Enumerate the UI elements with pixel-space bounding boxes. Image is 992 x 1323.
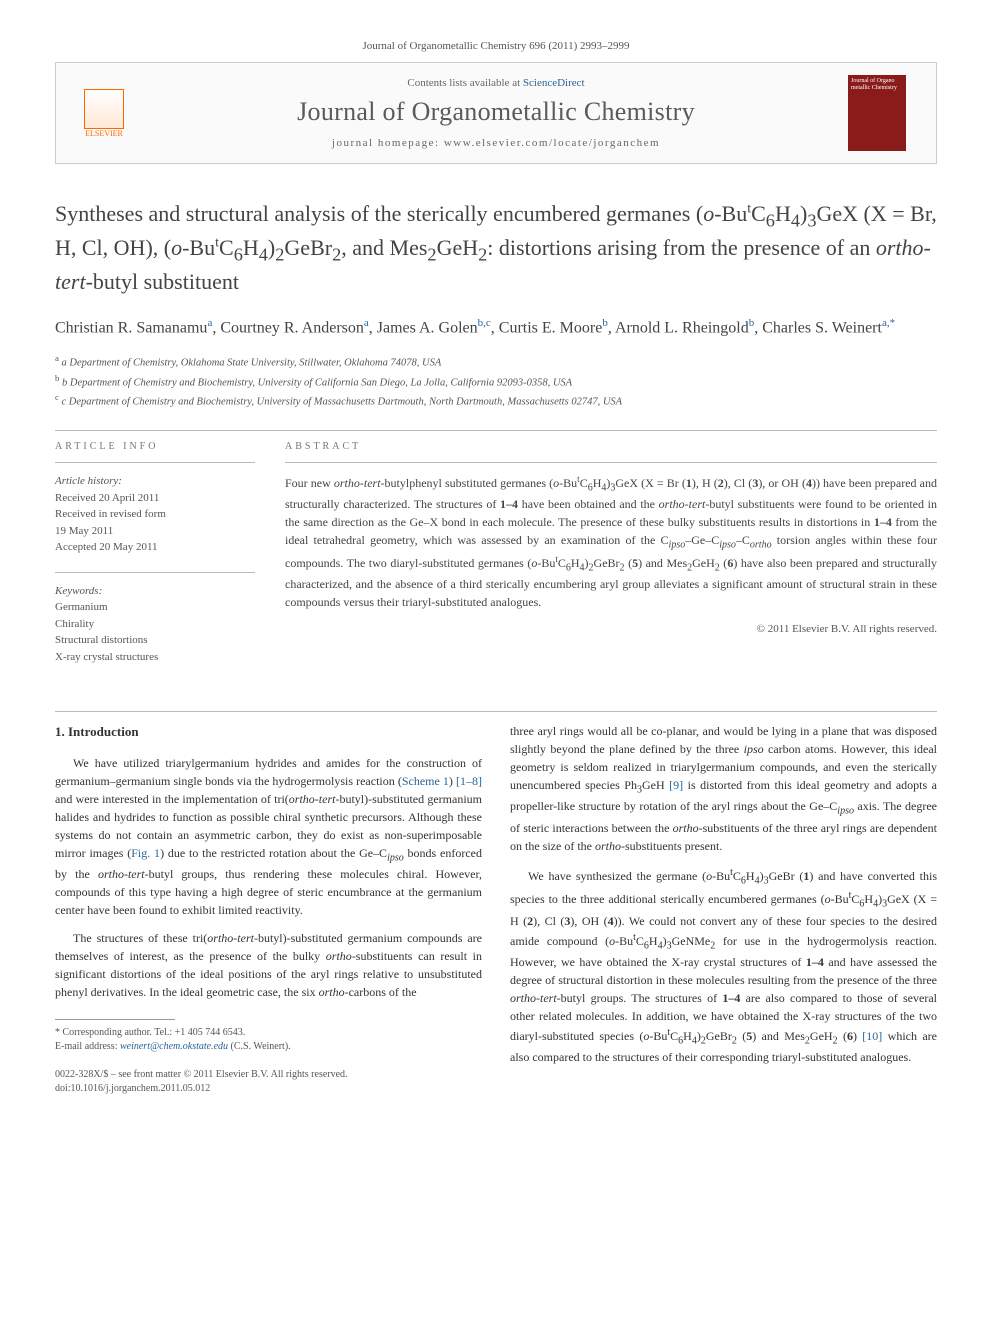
elsevier-logo: ELSEVIER <box>74 83 134 143</box>
journal-name: Journal of Organometallic Chemistry <box>144 97 848 127</box>
keyword: X-ray crystal structures <box>55 649 255 666</box>
contents-line: Contents lists available at ScienceDirec… <box>144 77 848 89</box>
article-history: Article history: Received 20 April 2011 … <box>55 473 255 556</box>
homepage-line: journal homepage: www.elsevier.com/locat… <box>144 137 848 149</box>
abstract-text: Four new ortho-tert-butylphenyl substitu… <box>285 473 937 611</box>
email-link[interactable]: weinert@chem.okstate.edu <box>120 1041 228 1052</box>
affiliation: c c Department of Chemistry and Biochemi… <box>55 391 937 410</box>
article-info-label: ARTICLE INFO <box>55 441 255 452</box>
divider <box>55 711 937 712</box>
abstract-copyright: © 2011 Elsevier B.V. All rights reserved… <box>285 623 937 635</box>
body-two-column: 1. Introduction We have utilized triaryl… <box>55 722 937 1096</box>
journal-masthead: ELSEVIER Contents lists available at Sci… <box>55 62 937 164</box>
body-paragraph: We have utilized triarylgermanium hydrid… <box>55 754 482 919</box>
keyword: Structural distortions <box>55 632 255 649</box>
publisher-logo-block: ELSEVIER <box>74 83 144 143</box>
body-paragraph: The structures of these tri(ortho-tert-b… <box>55 929 482 1001</box>
keyword: Chirality <box>55 616 255 633</box>
body-paragraph: three aryl rings would all be co-planar,… <box>510 722 937 855</box>
keyword: Germanium <box>55 599 255 616</box>
abstract-column: ABSTRACT Four new ortho-tert-butylphenyl… <box>285 441 937 681</box>
section-heading: 1. Introduction <box>55 722 482 742</box>
footnote-divider <box>55 1019 175 1020</box>
corresponding-author-footnote: * Corresponding author. Tel.: +1 405 744… <box>55 1026 482 1054</box>
author-list: Christian R. Samanamua, Courtney R. Ande… <box>55 315 937 340</box>
publisher-label: ELSEVIER <box>85 129 123 138</box>
article-title: Syntheses and structural analysis of the… <box>55 199 937 297</box>
citation-header: Journal of Organometallic Chemistry 696 … <box>55 40 937 52</box>
sciencedirect-link[interactable]: ScienceDirect <box>523 77 585 89</box>
body-column-left: 1. Introduction We have utilized triaryl… <box>55 722 482 1096</box>
body-column-right: three aryl rings would all be co-planar,… <box>510 722 937 1096</box>
body-paragraph: We have synthesized the germane (o-ButC6… <box>510 865 937 1067</box>
keywords-block: Keywords: Germanium Chirality Structural… <box>55 583 255 666</box>
affiliation: a a Department of Chemistry, Oklahoma St… <box>55 352 937 371</box>
affiliation: b b Department of Chemistry and Biochemi… <box>55 372 937 391</box>
divider <box>55 430 937 431</box>
homepage-url: www.elsevier.com/locate/jorganchem <box>444 137 660 149</box>
journal-cover-thumb: Journal of Organo metallic Chemistry <box>848 75 906 151</box>
affiliations: a a Department of Chemistry, Oklahoma St… <box>55 352 937 410</box>
article-info-column: ARTICLE INFO Article history: Received 2… <box>55 441 255 681</box>
copyright-footer: 0022-328X/$ – see front matter © 2011 El… <box>55 1068 482 1096</box>
abstract-label: ABSTRACT <box>285 441 937 452</box>
